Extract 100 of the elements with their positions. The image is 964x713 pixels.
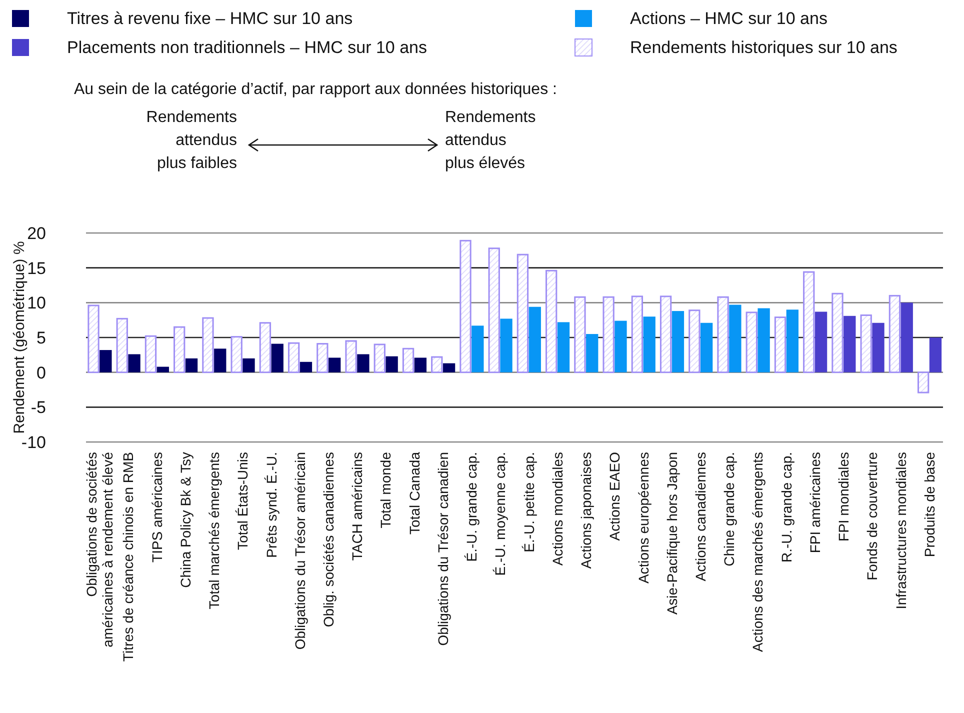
bar [746,312,758,374]
bar [643,316,656,372]
bar [288,342,300,374]
bar [574,296,586,374]
x-tick-label: Obligations du Trésor canadien [434,452,451,646]
x-tick-label: Fonds de couverture [864,452,880,580]
bar [345,340,357,374]
bar [614,320,627,372]
bar [328,358,341,372]
bar [700,322,713,372]
bar [414,358,427,372]
bar [774,316,786,374]
bar [688,310,700,374]
bar [888,294,901,374]
x-tick-label: Actions canadiennes [692,452,708,582]
x-tick-label: Actions européennes [635,452,652,584]
y-tick-label: 15 [27,258,46,278]
bar [872,322,884,372]
legend-label: Rendements historiques sur 10 ans [630,38,898,57]
y-tick-label: 20 [27,224,46,243]
bar [374,344,386,374]
x-tick-label: É.-U. moyenne cap. [492,452,508,576]
bar [88,304,100,374]
x-tick-label: TACH américains [349,452,366,561]
x-tick-label: Total États-Unis [234,452,251,550]
x-tick-label: Prêts synd. É.-U. [263,452,280,558]
bar [185,358,198,372]
x-tick-label: Total monde [378,452,394,528]
bar [814,312,828,372]
bar [230,336,242,374]
x-tick-label: Total marchés émergents [206,452,222,610]
x-tick-label: Actions mondiales [549,452,566,566]
x-tick-label: Asie-Pacifique hors Japon [664,452,680,615]
x-tick-label: Obligations du Trésor américain [292,452,308,650]
legend-label: Placements non traditionnels – HMC sur 10 ans [67,38,428,57]
x-tick-label: TIPS américaines [148,452,165,562]
bar [729,304,742,372]
bar [500,318,512,372]
bar [271,344,284,372]
y-tick-label: -5 [30,398,46,418]
bar [672,311,684,372]
y-tick-label: 10 [27,294,46,313]
x-tick-label: Actions des marchés émergents [750,452,766,652]
bar [386,356,398,372]
bar [488,248,500,374]
bar [929,338,942,372]
bar [214,348,226,372]
bar [259,322,272,374]
bar [602,296,614,374]
x-tick-label: É.-U. petite cap. [520,452,537,552]
bar [758,308,770,372]
bar [528,306,541,372]
bar [586,334,598,372]
bar [557,322,570,372]
bar [844,316,856,372]
x-tick-label: China Policy Bk & Tsy [177,452,194,588]
text: Rendements attendus plus faibles [146,109,237,172]
x-tick-label: Oblig. sociétés canadiennes [320,452,337,628]
bar [917,372,930,394]
bar [717,296,729,374]
bar [431,356,443,374]
y-axis-title: Rendement (géométrique) % [11,241,28,434]
bar [300,362,312,372]
text: Rendements attendus plus élevés [445,109,536,172]
legend-label: Actions – HMC sur 10 ans [630,9,828,28]
x-tick-label: Infrastructures mondiales [892,452,909,610]
y-tick-label: -10 [21,432,46,452]
bar [316,343,328,374]
x-tick-label: Total Canada [406,452,422,535]
bar [786,310,798,372]
bar [631,296,644,374]
bar [460,240,472,374]
legend-label: Titres à revenu fixe – HMC sur 10 ans [67,9,353,28]
bar [546,270,558,374]
bar [116,318,128,374]
text: Au sein de la catégorie d’actif, par rapport aux données historiques : [74,81,557,98]
bar [402,348,414,374]
bar [156,366,169,372]
y-tick-label: 5 [36,328,46,348]
bar [472,326,484,372]
x-tick-label: Chine grande cap. [721,452,738,566]
x-tick-label: Actions EAEO [606,452,623,541]
bar [357,354,370,372]
bar [832,292,844,374]
x-tick-label: FPI américaines [806,452,823,554]
bar [100,350,112,372]
bar [900,302,913,372]
x-tick-label: R.-U. grande cap. [778,452,794,562]
bar [516,254,529,374]
x-tick-label: Obligations de sociétés américaines à rendement élevé [84,452,116,648]
bar [860,314,872,374]
x-tick-label: Titres de créance chinois en RMB [120,452,136,662]
bar [202,317,214,374]
x-tick-label: Produits de base [921,452,938,558]
bar [442,363,456,372]
bar [144,335,157,374]
bar [660,296,672,374]
bar [174,326,186,374]
x-tick-label: FPI mondiales [836,452,852,542]
y-tick-label: 0 [36,363,46,382]
